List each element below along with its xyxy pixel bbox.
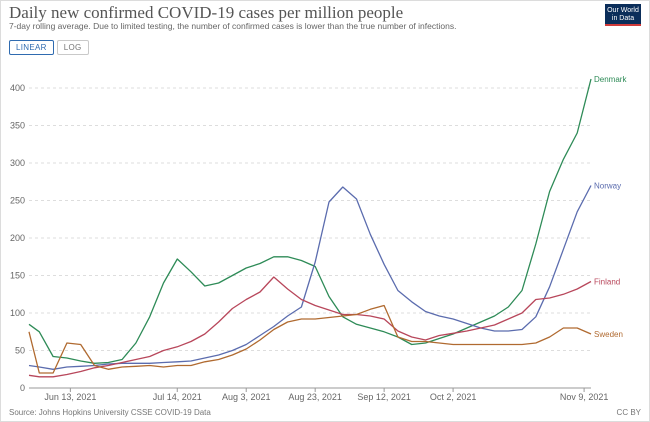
series-line-sweden (28, 304, 592, 374)
logo-line-2: in Data (611, 15, 635, 22)
x-tick-label: Aug 23, 2021 (288, 392, 342, 402)
y-tick-label: 100 (10, 308, 25, 318)
series-line-norway (28, 185, 592, 370)
series-label-denmark: Denmark (594, 75, 627, 84)
tab-linear[interactable]: LINEAR (9, 40, 54, 55)
chart-title: Daily new confirmed COVID-19 cases per m… (9, 3, 404, 22)
owid-logo[interactable]: Our World in Data (605, 4, 641, 26)
y-tick-label: 350 (10, 121, 25, 131)
source-note[interactable]: Source: Johns Hopkins University CSSE CO… (9, 408, 211, 417)
x-tick-label: Nov 9, 2021 (560, 392, 609, 402)
series-label-norway: Norway (594, 182, 621, 191)
license-label[interactable]: CC BY (616, 408, 641, 417)
x-tick-label: Oct 2, 2021 (430, 392, 477, 402)
series-label-finland: Finland (594, 278, 620, 287)
y-tick-label: 200 (10, 233, 25, 243)
y-tick-label: 250 (10, 196, 25, 206)
tab-log[interactable]: LOG (56, 40, 89, 55)
scale-toggle: LINEAR LOG (9, 40, 89, 55)
x-tick-label: Aug 3, 2021 (222, 392, 271, 402)
x-tick-label: Sep 12, 2021 (357, 392, 411, 402)
series-label-sweden: Sweden (594, 330, 623, 339)
x-tick-label: Jul 14, 2021 (153, 392, 202, 402)
series-line-finland (28, 276, 592, 378)
y-tick-label: 0 (20, 383, 25, 393)
x-tick-label: Jun 13, 2021 (44, 392, 96, 402)
y-tick-label: 300 (10, 158, 25, 168)
y-tick-label: 50 (15, 346, 25, 356)
logo-accent-bar (605, 24, 641, 26)
y-tick-label: 400 (10, 83, 25, 93)
logo-line-1: Our World (607, 7, 639, 14)
y-tick-label: 150 (10, 271, 25, 281)
chart-subtitle: 7-day rolling average. Due to limited te… (9, 21, 457, 31)
series-line-denmark (28, 78, 592, 364)
